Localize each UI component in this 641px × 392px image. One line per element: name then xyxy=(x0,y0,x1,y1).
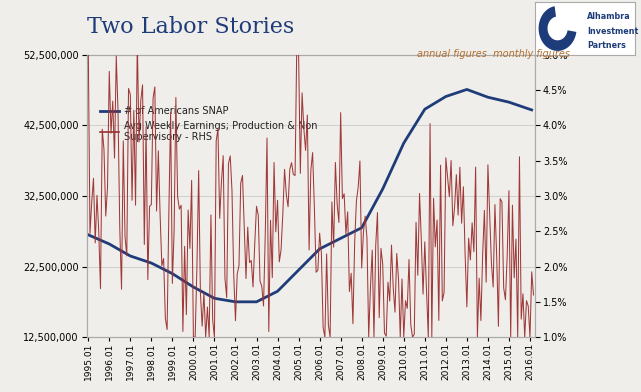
Text: annual figures  monthly figures: annual figures monthly figures xyxy=(417,49,570,59)
Legend: # of Americans SNAP, Avg Weekly Earnings; Production & Non
Supervisory - RHS: # of Americans SNAP, Avg Weekly Earnings… xyxy=(96,102,322,146)
Text: Two Labor Stories: Two Labor Stories xyxy=(87,16,294,38)
Text: Partners: Partners xyxy=(587,41,626,50)
Text: Alhambra: Alhambra xyxy=(587,12,631,21)
Text: Investment: Investment xyxy=(587,27,638,36)
Polygon shape xyxy=(538,6,576,51)
